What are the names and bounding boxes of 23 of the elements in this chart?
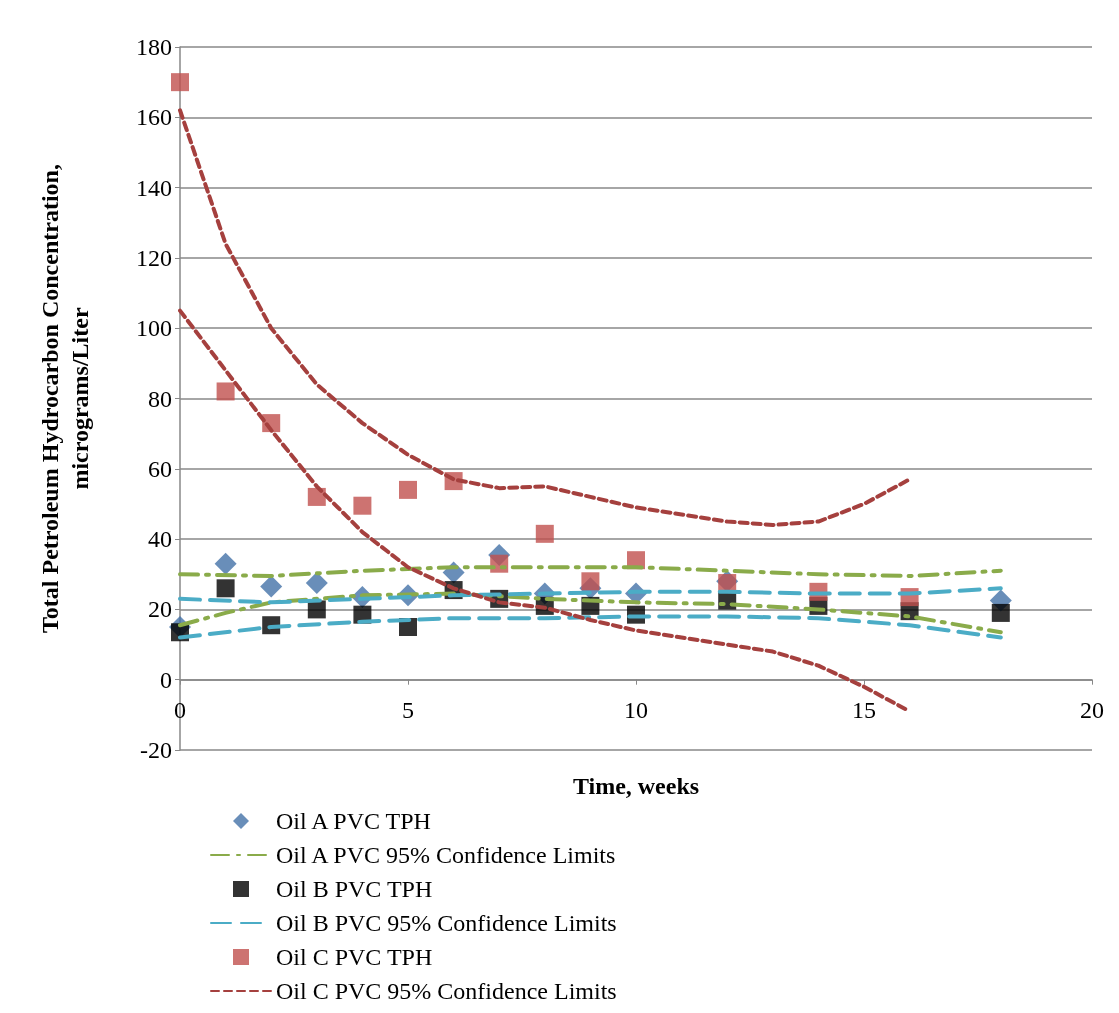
y-tick-label: 20 xyxy=(148,596,172,623)
x-tick-label: 10 xyxy=(624,697,648,723)
x-tick-label: 5 xyxy=(402,697,414,723)
y-tick-label: 0 xyxy=(160,666,172,693)
x-tick-label: 15 xyxy=(852,697,876,723)
y-tick-label: 100 xyxy=(136,315,172,342)
legend-label: Oil A PVC 95% Confidence Limits xyxy=(276,842,616,868)
x-axis-title: Time, weeks xyxy=(572,773,700,799)
y-tick-label: 180 xyxy=(136,34,172,60)
y-tick-label: 120 xyxy=(136,244,172,271)
legend-label: Oil C PVC TPH xyxy=(276,944,433,970)
legend-label: Oil B PVC TPH xyxy=(276,876,433,902)
y-tick-label: 60 xyxy=(148,455,172,482)
legend-label: Oil A PVC TPH xyxy=(276,808,431,834)
y-tick-label: -20 xyxy=(140,737,172,763)
y-tick-label: 40 xyxy=(148,526,172,553)
y-tick-label: 140 xyxy=(136,174,172,201)
legend-label: Oil C PVC 95% Confidence Limits xyxy=(276,978,617,1004)
legend-label: Oil B PVC 95% Confidence Limits xyxy=(276,910,617,936)
y-tick-label: 160 xyxy=(136,104,172,131)
y-tick-label: 80 xyxy=(148,385,172,412)
y-axis-title: Total Petroleum Hydrocarbon Concentration, micrograms/Liter xyxy=(37,164,93,633)
x-tick-label: 20 xyxy=(1080,697,1104,723)
